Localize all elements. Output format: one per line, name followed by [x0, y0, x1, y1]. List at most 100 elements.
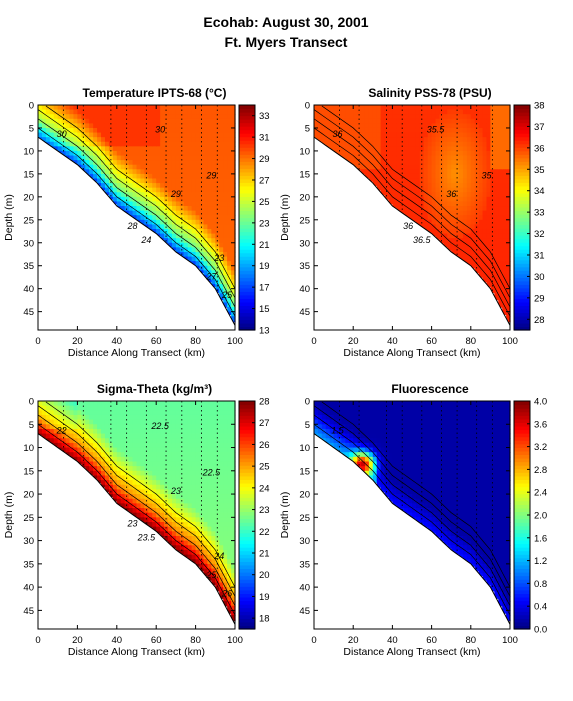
heatmap-cell	[478, 173, 484, 180]
heatmap-cell	[423, 405, 429, 411]
heatmap-cell	[97, 141, 102, 147]
heatmap-cell	[171, 470, 177, 477]
heatmap-cell	[329, 137, 335, 143]
heatmap-cell	[207, 206, 212, 212]
heatmap-cell	[112, 428, 118, 435]
heatmap-cell	[49, 123, 55, 129]
heatmap-cell	[112, 160, 118, 166]
heatmap-cell	[431, 178, 437, 184]
heatmap-cell	[120, 503, 126, 509]
heatmap-cell	[462, 196, 468, 203]
heatmap-cell	[231, 169, 236, 175]
heatmap-cell	[195, 210, 201, 216]
heatmap-cell	[412, 414, 417, 421]
heatmap-cell	[104, 424, 110, 430]
heatmap-cell	[372, 114, 378, 120]
heatmap-cell	[112, 401, 118, 407]
heatmap-cell	[337, 150, 343, 156]
heatmap-cell	[195, 549, 201, 556]
heatmap-cell	[423, 169, 429, 175]
heatmap-cell	[136, 424, 142, 430]
heatmap-cell	[73, 438, 78, 444]
heatmap-cell	[73, 428, 78, 435]
heatmap-cell	[61, 146, 67, 152]
heatmap-cell	[38, 405, 43, 411]
colorbar-tick-label: 29	[534, 293, 545, 304]
heatmap-cell	[97, 433, 102, 439]
heatmap-cell	[329, 438, 335, 444]
heatmap-cell	[97, 114, 102, 120]
heatmap-cell	[144, 452, 149, 458]
colorbar-swatch	[239, 175, 255, 180]
heatmap-cell	[171, 242, 177, 248]
heatmap-cell	[116, 173, 122, 180]
heatmap-cell	[392, 447, 397, 453]
heatmap-cell	[349, 109, 354, 115]
heatmap-cell	[191, 123, 197, 129]
heatmap-cell	[207, 256, 212, 262]
heatmap-cell	[392, 410, 397, 416]
heatmap-cell	[408, 210, 413, 216]
heatmap-cell	[140, 183, 145, 189]
heatmap-cell	[168, 219, 173, 225]
heatmap-cell	[486, 137, 491, 143]
heatmap-cell	[415, 169, 421, 175]
heatmap-cell	[490, 127, 495, 134]
heatmap-cell	[69, 109, 75, 115]
heatmap-cell	[191, 559, 197, 564]
heatmap-cell	[431, 410, 437, 416]
heatmap-cell	[215, 549, 220, 556]
heatmap-cell	[474, 127, 480, 134]
heatmap-cell	[199, 433, 205, 439]
heatmap-cell	[478, 201, 484, 207]
heatmap-cell	[41, 123, 47, 129]
heatmap-cell	[207, 123, 212, 129]
contour-line	[45, 105, 236, 289]
heatmap-cell	[203, 517, 209, 523]
heatmap-cell	[215, 401, 220, 407]
heatmap-cell	[187, 160, 193, 166]
heatmap-cell	[53, 127, 59, 134]
heatmap-cell	[427, 442, 433, 449]
heatmap-cell	[156, 489, 161, 495]
x-tick-label: 0	[35, 635, 40, 646]
colorbar-tick-label: 19	[259, 261, 270, 272]
heatmap-cell	[152, 137, 157, 143]
heatmap-cell	[175, 173, 181, 180]
heatmap-cell	[207, 187, 212, 193]
heatmap-cell	[380, 414, 386, 421]
heatmap-cell	[207, 424, 212, 430]
heatmap-cell	[368, 127, 374, 134]
heatmap-cell	[124, 419, 130, 425]
heatmap-cell	[227, 132, 232, 138]
heatmap-cell	[89, 160, 94, 166]
heatmap-cell	[171, 146, 177, 152]
heatmap-cell	[415, 410, 421, 416]
heatmap-cell	[187, 137, 193, 143]
heatmap-cell	[451, 137, 456, 143]
heatmap-cell	[164, 512, 169, 518]
colorbar-swatch	[239, 224, 255, 229]
heatmap-cell	[195, 192, 201, 198]
heatmap-cell	[498, 132, 503, 138]
heatmap-cell	[160, 521, 165, 528]
heatmap-cell	[404, 470, 409, 477]
heatmap-cell	[435, 123, 441, 129]
heatmap-cell	[415, 206, 421, 212]
heatmap-cell	[136, 114, 142, 120]
heatmap-cell	[490, 164, 495, 170]
heatmap-cell	[223, 192, 228, 198]
heatmap-cell	[171, 215, 177, 221]
heatmap-cell	[160, 123, 165, 129]
heatmap-cell	[179, 160, 185, 166]
heatmap-cell	[215, 582, 220, 588]
heatmap-cell	[486, 173, 491, 180]
heatmap-cell	[376, 442, 382, 449]
heatmap-cell	[364, 137, 370, 143]
heatmap-cell	[171, 531, 177, 537]
heatmap-cell	[400, 405, 405, 411]
heatmap-cell	[215, 424, 220, 430]
heatmap-cell	[187, 141, 193, 147]
heatmap-cell	[494, 196, 499, 203]
colorbar-swatch	[239, 425, 255, 431]
